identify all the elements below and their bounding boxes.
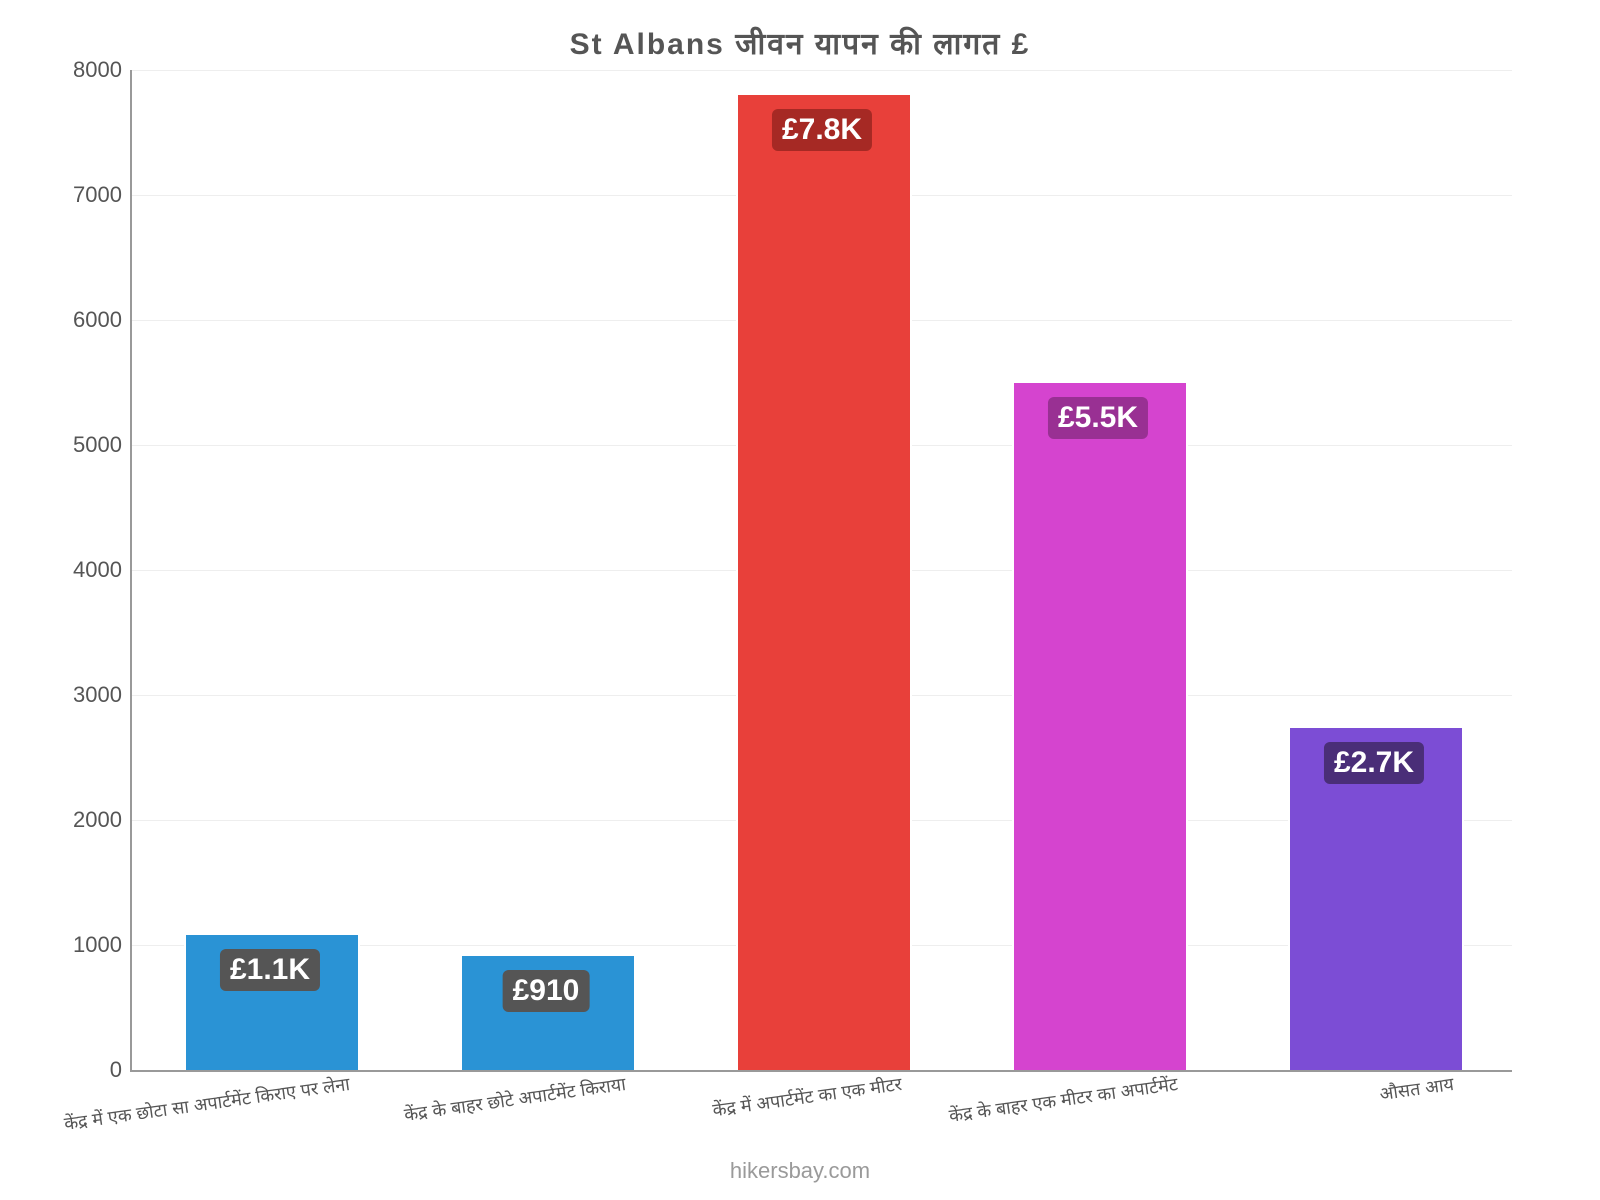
bar bbox=[1012, 380, 1187, 1071]
xtick-label: केंद्र के बाहर छोटे अपार्टमेंट किराया bbox=[327, 1072, 627, 1138]
ytick-label: 2000 bbox=[12, 807, 122, 833]
ytick-label: 6000 bbox=[12, 307, 122, 333]
ytick-label: 0 bbox=[12, 1057, 122, 1083]
bar bbox=[736, 92, 911, 1070]
xtick-label: केंद्र के बाहर एक मीटर का अपार्टमेंट bbox=[879, 1072, 1179, 1138]
plot-area: £1.1K £910 £7.8K £5.5K £2.7K bbox=[130, 70, 1512, 1072]
xtick-label: औसत आय bbox=[1155, 1072, 1455, 1138]
ytick-label: 5000 bbox=[12, 432, 122, 458]
cost-of-living-chart: St Albans जीवन यापन की लागत £ £1.1K£910£… bbox=[0, 0, 1600, 1200]
bar-value-label: £5.5K bbox=[1048, 397, 1148, 439]
ytick-label: 7000 bbox=[12, 182, 122, 208]
ytick-label: 3000 bbox=[12, 682, 122, 708]
bar-value-label: £7.8K bbox=[772, 109, 872, 151]
xtick-label: केंद्र में अपार्टमेंट का एक मीटर bbox=[603, 1072, 903, 1138]
bar-value-label: £910 bbox=[503, 970, 590, 1012]
bar-value-label: £2.7K bbox=[1324, 742, 1424, 784]
chart-footer: hikersbay.com bbox=[0, 1158, 1600, 1184]
ytick-label: 8000 bbox=[12, 57, 122, 83]
bar-value-label: £1.1K bbox=[220, 949, 320, 991]
ytick-label: 1000 bbox=[12, 932, 122, 958]
ytick-label: 4000 bbox=[12, 557, 122, 583]
chart-title: St Albans जीवन यापन की लागत £ bbox=[0, 22, 1600, 63]
grid-line bbox=[132, 70, 1512, 71]
